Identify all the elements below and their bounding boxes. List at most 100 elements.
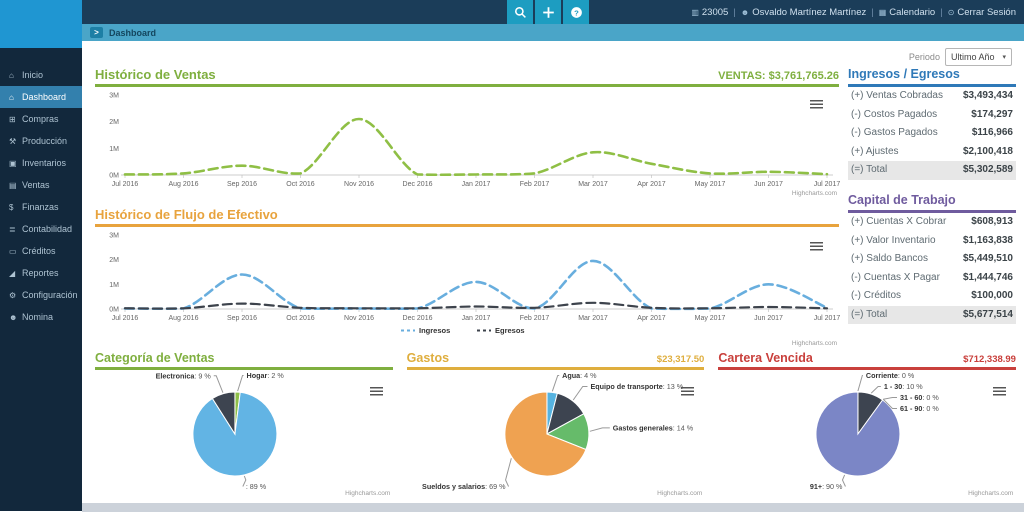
sidebar-item-configuracion[interactable]: ⚙ Configuración	[0, 284, 82, 306]
x-tick-label: Aug 2016	[169, 315, 199, 322]
gears-icon: ⚙	[9, 290, 17, 300]
content: Periodo Ultimo Año ▾ Histórico de Ventas…	[82, 41, 1024, 512]
sidebar-item-label: Inventarios	[22, 158, 67, 168]
chart-credit: Highcharts.com	[345, 490, 390, 497]
topbar-user[interactable]: ☻ Osvaldo Martínez Martínez	[741, 7, 866, 18]
finance-icon: $	[9, 202, 14, 212]
pie-categoria-ventas: Categoría de Ventas Hogar: 2 %: 89 % Elec…	[95, 351, 393, 498]
sidebar-item-reportes[interactable]: ◢ Reportes	[0, 262, 82, 284]
panel-total-row: (=) Total $5,302,589	[848, 161, 1016, 180]
section-header: Cartera Vencida $712,338.99	[718, 351, 1016, 370]
sidebar-item-compras[interactable]: ⊞ Compras	[0, 108, 82, 130]
page-bottom-strip	[82, 503, 1024, 512]
topbar-calendar[interactable]: ▦ Calendario	[879, 7, 936, 18]
categoria-ventas-pie-chart: Hogar: 2 %: 89 % Electronica: 9 % Highchar…	[156, 371, 391, 497]
row-value: $116,966	[971, 127, 1013, 138]
topbar-logout[interactable]: ⊙ Cerrar Sesión	[948, 7, 1016, 18]
topbar-calendar-label: Calendario	[889, 6, 936, 18]
chart-credit: Highcharts.com	[792, 190, 837, 197]
panel-row: (+) Valor Inventario $1,163,838	[848, 232, 1016, 251]
y-tick-label: 2M	[109, 257, 119, 264]
bottom-charts-row: Categoría de Ventas Hogar: 2 %: 89 % Elec…	[95, 351, 1016, 498]
sidebar-item-produccion[interactable]: ⚒ Producción	[0, 130, 82, 152]
label-connector	[857, 375, 864, 392]
x-tick-label: May 2017	[695, 181, 726, 188]
pie-label: : 89 %	[246, 482, 267, 491]
sidebar-item-ventas[interactable]: ▤ Ventas	[0, 174, 82, 196]
calendar-icon: ▦	[878, 7, 887, 17]
sidebar-item-label: Ventas	[22, 180, 50, 190]
panel-title: Ingresos / Egresos	[848, 67, 1016, 87]
pie-slice-91+	[815, 391, 901, 477]
sidebar-item-contabilidad[interactable]: ≣ Contabilidad	[0, 218, 82, 240]
row-value: $5,677,514	[962, 308, 1013, 320]
sidebar-menu: ⌂ Inicio ⌂ Dashboard ⊞ Compras ⚒ Producción ▣ Inv…	[0, 24, 82, 328]
help-icon: ?	[570, 6, 583, 19]
x-tick-label: Mar 2017	[578, 315, 608, 322]
pie-label: 91+: 90 %	[810, 482, 843, 491]
section-title: Histórico de Flujo de Efectivo	[95, 207, 278, 222]
chart-credit: Highcharts.com	[792, 340, 837, 347]
help-button[interactable]: ?	[563, 0, 589, 24]
search-button[interactable]	[507, 0, 533, 24]
caret-down-icon: ▾	[1002, 54, 1006, 61]
row-label: (-) Cuentas X Pagar	[851, 271, 940, 283]
sidebar-item-nomina[interactable]: ☻ Nomina	[0, 306, 82, 328]
pie-label: Corriente: 0 %	[866, 371, 915, 380]
sidebar-item-creditos[interactable]: ▭ Créditos	[0, 240, 82, 262]
row-value: $1,163,838	[962, 234, 1013, 246]
y-tick-label: 3M	[109, 93, 119, 100]
row-label: (+) Ajustes	[851, 145, 899, 157]
breadcrumb: > Dashboard	[82, 24, 1024, 41]
period-select[interactable]: Ultimo Año ▾	[944, 48, 1012, 66]
pie-slice-Electronica	[211, 391, 236, 436]
row-value: $3,493,434	[962, 90, 1013, 101]
plus-icon	[542, 6, 555, 19]
chart-export-menu-icon[interactable]	[369, 387, 383, 396]
label-connector	[871, 386, 882, 394]
pie-slice-Sueldos y salarios	[504, 391, 587, 477]
sidebar-item-finanzas[interactable]: $ Finanzas	[0, 196, 82, 218]
chart-export-menu-icon[interactable]	[681, 387, 695, 396]
credit-card-icon: ▭	[9, 246, 17, 256]
x-tick-label: Apr 2017	[637, 181, 666, 188]
panel-row: (+) Cuentas X Cobrar $608,913	[848, 213, 1016, 232]
chart-export-menu-icon[interactable]	[810, 242, 823, 251]
section-header: Histórico de Ventas VENTAS: $3,761,765.2…	[95, 67, 839, 87]
chart-export-menu-icon[interactable]	[992, 387, 1006, 396]
home-icon: ⌂	[9, 70, 14, 80]
sidebar-item-dashboard[interactable]: ⌂ Dashboard	[0, 86, 82, 108]
add-button[interactable]	[535, 0, 561, 24]
label-connector	[883, 397, 898, 400]
x-tick-label: Jun 2017	[754, 315, 783, 322]
x-tick-label: Oct 2016	[286, 181, 315, 188]
accounting-icon: ≣	[9, 224, 16, 234]
y-tick-label: 1M	[109, 282, 119, 289]
topbar: ? ▥ 23005 | ☻ Osvaldo Martínez Martínez | ▦ Cal…	[0, 0, 1024, 24]
label-connector	[242, 475, 247, 487]
row-label: (-) Costos Pagados	[851, 108, 938, 120]
x-tick-label: Nov 2016	[344, 315, 374, 322]
sidebar-item-label: Finanzas	[22, 202, 59, 212]
breadcrumb-label[interactable]: Dashboard	[109, 27, 157, 38]
chart-export-menu-icon[interactable]	[810, 100, 823, 109]
flujo-line-chart: 0M 1M 2M 3M Jul 2016 Aug 2016 Sep 2016 Oct 2016…	[109, 233, 840, 348]
pie-label: Electronica: 9 %	[156, 371, 212, 380]
sidebar-item-label: Inicio	[22, 70, 44, 80]
sidebar-item-label: Dashboard	[22, 92, 67, 102]
row-label: (-) Créditos	[851, 290, 902, 301]
sidebar-item-label: Producción	[22, 136, 68, 146]
x-tick-label: Jan 2017	[462, 315, 491, 322]
pie-label: 1 - 30: 10 %	[884, 382, 923, 391]
sidebar-item-inicio[interactable]: ⌂ Inicio	[0, 64, 82, 86]
sidebar-item-inventarios[interactable]: ▣ Inventarios	[0, 152, 82, 174]
section-header-value: VENTAS: $3,761,765.26	[718, 70, 839, 82]
panel-ingresos-egresos: Ingresos / Egresos (+) Ventas Cobradas $3…	[848, 67, 1016, 180]
sidebar-item-label: Contabilidad	[22, 224, 73, 234]
topbar-company[interactable]: ▥ 23005	[691, 7, 728, 18]
pie-label: Agua: 4 %	[562, 371, 597, 380]
row-label: (+) Cuentas X Cobrar	[851, 216, 947, 227]
sidebar-item-label: Créditos	[22, 246, 56, 256]
chart-credit: Highcharts.com	[969, 490, 1014, 497]
app-logo[interactable]	[0, 0, 82, 48]
